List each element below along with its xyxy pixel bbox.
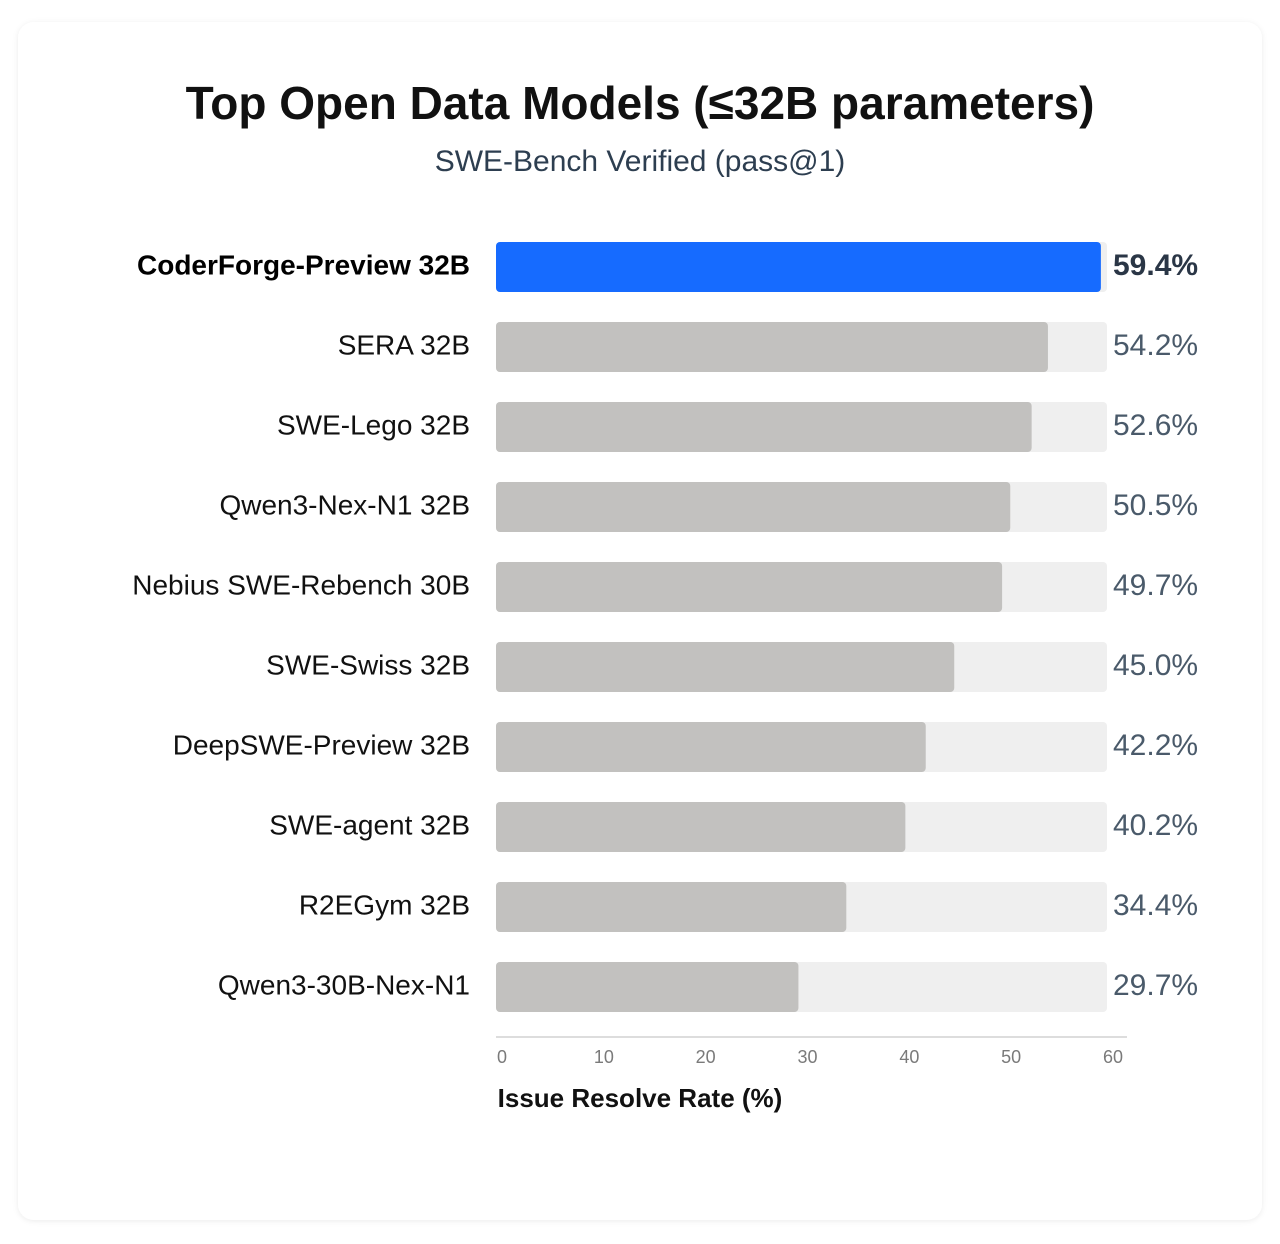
bar: [496, 722, 926, 772]
x-tick-label: 50: [1001, 1047, 1021, 1067]
x-tick-label: 30: [797, 1047, 817, 1067]
value-label: 45.0%: [1113, 649, 1198, 682]
bar: [496, 962, 799, 1012]
x-axis-label: Issue Resolve Rate (%): [498, 1083, 783, 1113]
bar: [496, 242, 1101, 292]
value-label: 59.4%: [1113, 249, 1198, 282]
card: [18, 22, 1262, 1220]
bar: [496, 402, 1032, 452]
bar: [496, 482, 1011, 532]
category-label: Nebius SWE-Rebench 30B: [132, 569, 470, 600]
x-tick-label: 20: [696, 1047, 716, 1067]
value-label: 29.7%: [1113, 969, 1198, 1002]
bar: [496, 642, 955, 692]
category-label: Qwen3-30B-Nex-N1: [218, 969, 470, 1000]
category-label: SWE-Lego 32B: [277, 409, 470, 440]
x-tick-label: 40: [899, 1047, 919, 1067]
value-label: 42.2%: [1113, 729, 1198, 762]
category-label: CoderForge-Preview 32B: [137, 249, 470, 280]
x-tick-label: 60: [1103, 1047, 1123, 1067]
chart-subtitle: SWE-Bench Verified (pass@1): [435, 145, 846, 178]
value-label: 50.5%: [1113, 489, 1198, 522]
category-label: SWE-agent 32B: [269, 809, 470, 840]
category-label: SWE-Swiss 32B: [266, 649, 470, 680]
category-label: SERA 32B: [338, 329, 470, 360]
value-label: 52.6%: [1113, 409, 1198, 442]
category-label: DeepSWE-Preview 32B: [173, 729, 470, 760]
bar: [496, 882, 847, 932]
bar: [496, 562, 1003, 612]
category-label: Qwen3-Nex-N1 32B: [219, 489, 470, 520]
value-label: 49.7%: [1113, 569, 1198, 602]
x-tick-label: 0: [497, 1047, 507, 1067]
chart-title: Top Open Data Models (≤32B parameters): [186, 77, 1095, 129]
value-label: 34.4%: [1113, 889, 1198, 922]
bar: [496, 802, 906, 852]
value-label: 40.2%: [1113, 809, 1198, 842]
bar: [496, 322, 1048, 372]
x-tick-label: 10: [594, 1047, 614, 1067]
value-label: 54.2%: [1113, 329, 1198, 362]
category-label: R2EGym 32B: [299, 889, 470, 920]
